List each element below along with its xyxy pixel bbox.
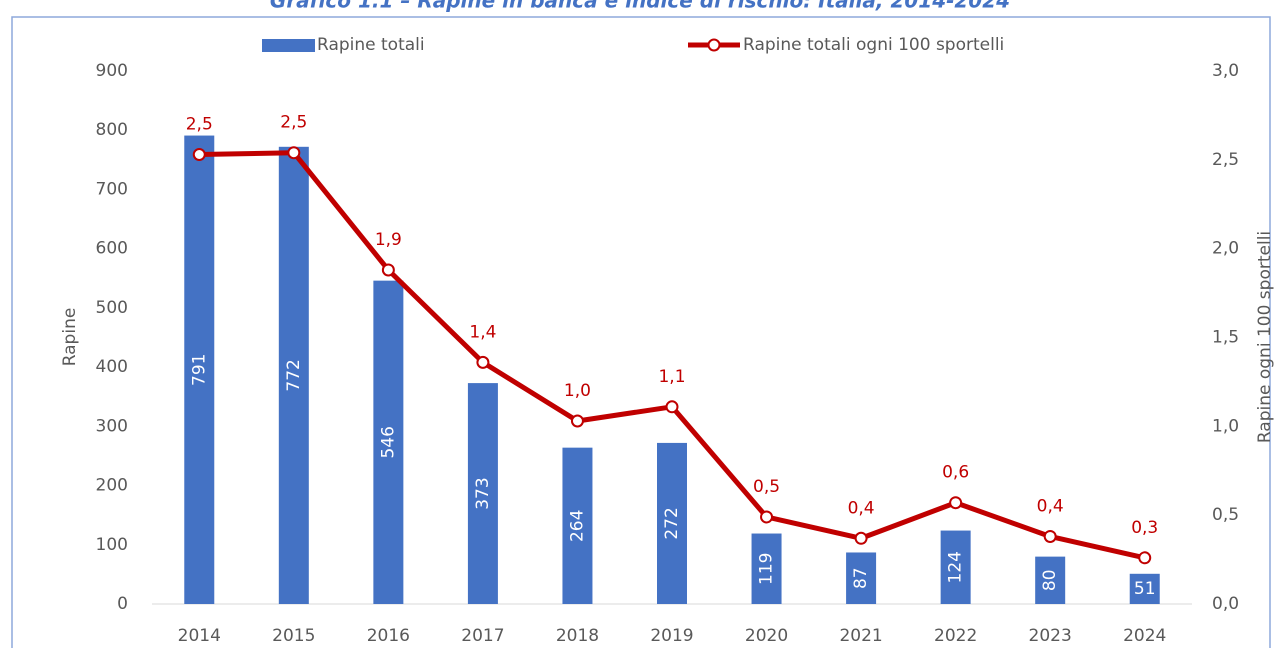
bar [940, 530, 971, 604]
bar-value-label: 87 [851, 567, 871, 589]
y-tick-label: 400 [96, 357, 128, 377]
line-marker [476, 355, 490, 369]
y-tick-label: 700 [96, 179, 128, 199]
bar [278, 146, 309, 604]
line-marker [854, 531, 868, 545]
line-marker [1043, 529, 1057, 543]
line-value-label: 0,6 [942, 463, 969, 483]
y-tick-label: 0 [117, 594, 128, 614]
line-value-label: 2,5 [186, 115, 213, 135]
chart-frame [11, 16, 1271, 648]
line-marker [665, 400, 679, 414]
y-tick-label: 200 [96, 476, 128, 496]
line-marker [192, 148, 206, 162]
legend-label: Rapine totali ogni 100 sportelli [743, 35, 1004, 55]
line-value-label: 1,9 [375, 230, 402, 250]
y-tick-label: 300 [96, 416, 128, 436]
bar [562, 447, 593, 604]
line-value-label: 0,4 [848, 498, 875, 518]
y2-tick-label: 0,5 [1212, 505, 1239, 525]
line-value-label: 0,5 [753, 477, 780, 497]
line-value-label: 0,4 [1037, 496, 1064, 516]
bar-value-label: 373 [473, 477, 493, 509]
bar-value-label: 119 [757, 553, 777, 585]
y-tick-label: 500 [96, 298, 128, 318]
bar [1035, 556, 1066, 604]
y-tick-label: 800 [96, 120, 128, 140]
bar [373, 280, 404, 604]
bar-value-label: 51 [1134, 579, 1156, 599]
line-marker [1138, 551, 1152, 565]
line-value-label: 2,5 [280, 113, 307, 133]
y-tick-label: 600 [96, 239, 128, 259]
y-axis-title: Rapine [60, 308, 80, 367]
line-marker [570, 414, 584, 428]
legend-swatch [262, 39, 315, 52]
y2-tick-label: 3,0 [1212, 61, 1239, 81]
bar [184, 135, 215, 604]
y2-axis-title: Rapine ogni 100 sportelli [1255, 231, 1275, 443]
x-tick-label: 2021 [839, 626, 882, 646]
x-tick-label: 2020 [745, 626, 788, 646]
y2-tick-label: 1,0 [1212, 416, 1239, 436]
bar [751, 533, 782, 604]
y2-tick-label: 0,0 [1212, 594, 1239, 614]
bar [657, 442, 687, 604]
x-tick-label: 2022 [934, 626, 977, 646]
line-marker [760, 510, 774, 524]
x-tick-label: 2019 [650, 626, 693, 646]
bar-value-label: 546 [378, 426, 398, 458]
line-marker [287, 146, 301, 160]
x-tick-label: 2018 [556, 626, 599, 646]
x-tick-label: 2024 [1123, 626, 1166, 646]
y2-tick-label: 1,5 [1212, 328, 1239, 348]
x-tick-label: 2016 [367, 626, 410, 646]
line-marker [949, 496, 963, 510]
bar [1129, 573, 1160, 604]
line-value-label: 1,1 [658, 367, 685, 387]
line-value-label: 0,3 [1131, 518, 1158, 538]
bar-value-label: 791 [189, 354, 209, 386]
x-tick-label: 2014 [178, 626, 221, 646]
y-tick-label: 100 [96, 535, 128, 555]
legend-label: Rapine totali [317, 35, 425, 55]
x-tick-label: 2015 [272, 626, 315, 646]
bar-value-label: 272 [662, 507, 682, 539]
bar-value-label: 124 [946, 551, 966, 583]
y2-tick-label: 2,0 [1212, 239, 1239, 259]
x-tick-label: 2017 [461, 626, 504, 646]
line-marker [381, 263, 395, 277]
line-value-label: 1,0 [564, 381, 591, 401]
chart-title: Grafico 1.1 – Rapine in banca e indice d… [270, 0, 1010, 13]
bar [467, 383, 498, 604]
line-value-label: 1,4 [469, 322, 496, 342]
x-tick-label: 2023 [1029, 626, 1072, 646]
bar-value-label: 80 [1040, 569, 1060, 591]
bar [846, 552, 877, 604]
y-tick-label: 900 [96, 61, 128, 81]
bar-value-label: 264 [567, 510, 587, 542]
y2-tick-label: 2,5 [1212, 150, 1239, 170]
bar-value-label: 772 [284, 359, 304, 391]
legend-swatch-marker [707, 38, 721, 52]
